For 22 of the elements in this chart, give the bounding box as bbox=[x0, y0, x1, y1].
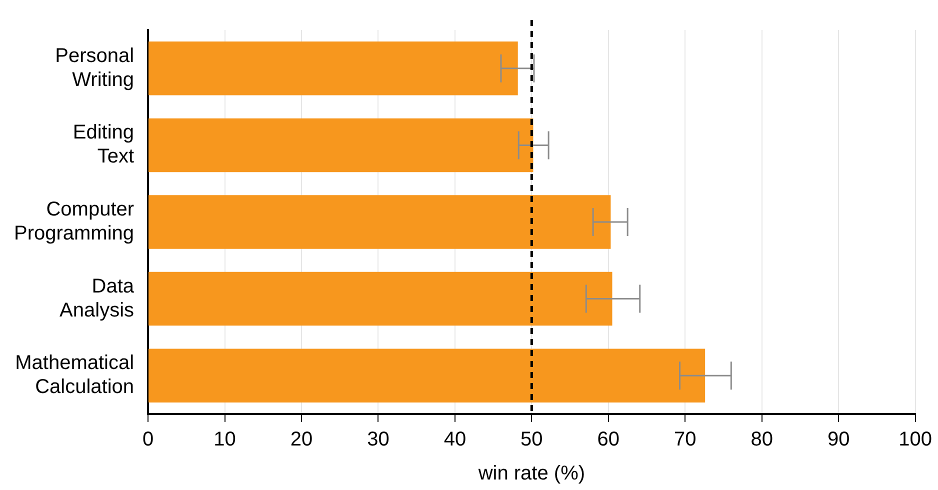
y-tick-label: Mathematical Calculation bbox=[15, 352, 134, 398]
x-tick-label: 90 bbox=[827, 428, 850, 451]
bar bbox=[148, 42, 518, 96]
x-tick-label: 100 bbox=[898, 428, 932, 451]
x-tick-label: 70 bbox=[674, 428, 696, 451]
x-tick-label: 50 bbox=[520, 428, 543, 451]
bar bbox=[148, 348, 706, 402]
x-tick-label: 60 bbox=[597, 428, 620, 451]
x-tick-label: 0 bbox=[142, 428, 154, 451]
x-axis-title: win rate (%) bbox=[477, 462, 586, 485]
bar bbox=[148, 118, 534, 172]
x-tick-label: 80 bbox=[750, 428, 773, 451]
y-tick-label: Computer Programming bbox=[14, 198, 134, 245]
x-tick-label: 30 bbox=[367, 428, 390, 451]
y-tick-label: Personal Writing bbox=[55, 44, 134, 91]
bar bbox=[148, 272, 612, 326]
x-tick-label: 20 bbox=[290, 428, 313, 451]
y-tick-label: Editing Text bbox=[72, 122, 134, 168]
x-tick-label: 10 bbox=[214, 428, 236, 451]
x-tick-label: 40 bbox=[444, 428, 466, 451]
bar bbox=[148, 195, 611, 249]
y-tick-label: Data Analysis bbox=[60, 275, 135, 322]
